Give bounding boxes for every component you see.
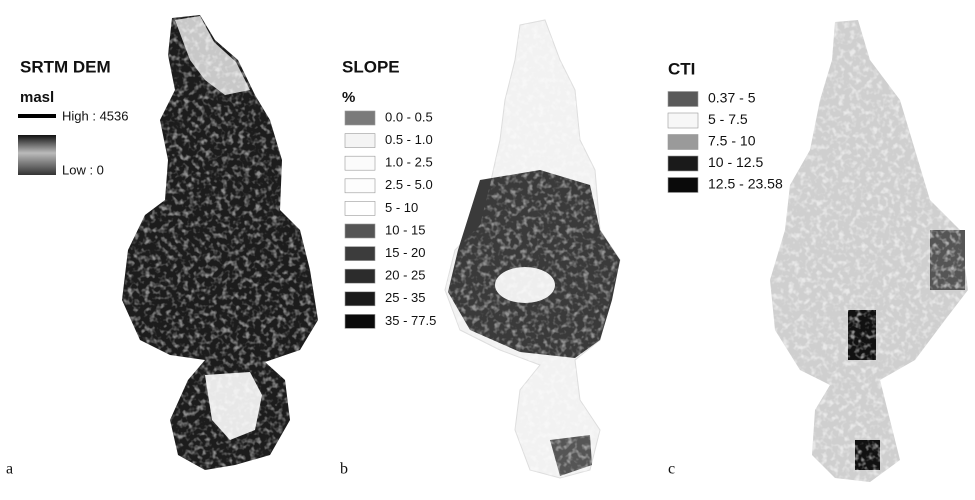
legend-label: 10 - 15 xyxy=(385,222,425,237)
legend-label: 15 - 20 xyxy=(385,245,425,260)
panel-title: SLOPE xyxy=(342,57,400,76)
legend-label: High : 4536 xyxy=(62,108,129,123)
legend-label: 1.0 - 2.5 xyxy=(385,155,433,170)
legend-swatch xyxy=(668,92,698,107)
panel-label: c xyxy=(668,461,675,478)
legend-swatch xyxy=(345,134,375,148)
legend-swatch xyxy=(668,178,698,193)
legend-label: 25 - 35 xyxy=(385,290,425,305)
legend-swatch xyxy=(345,179,375,193)
panel-label: a xyxy=(6,461,13,478)
legend-label: 0.5 - 1.0 xyxy=(385,132,433,147)
legend-label: 2.5 - 5.0 xyxy=(385,177,433,192)
panel-label: b xyxy=(340,461,348,478)
legend-label: 10 - 12.5 xyxy=(708,154,763,170)
panel-title: SRTM DEM xyxy=(20,57,111,76)
legend-label: 0.37 - 5 xyxy=(708,90,756,106)
legend-swatch xyxy=(345,269,375,283)
legend-swatch xyxy=(345,156,375,170)
legend-label: 35 - 77.5 xyxy=(385,313,436,328)
legend-swatch xyxy=(345,111,375,125)
legend-swatch xyxy=(345,201,375,215)
dem-map xyxy=(122,15,318,470)
legend-label: 5 - 10 xyxy=(385,200,418,215)
legend-label: 20 - 25 xyxy=(385,268,425,283)
legend-swatch xyxy=(668,156,698,171)
legend-gradient xyxy=(18,135,56,175)
slope-map xyxy=(445,20,620,478)
legend-label: 0.0 - 0.5 xyxy=(385,109,433,124)
legend-swatch xyxy=(345,314,375,328)
legend-unit: % xyxy=(342,89,355,106)
legend-swatch xyxy=(668,135,698,150)
legend-high-swatch xyxy=(18,114,56,118)
legend-swatch xyxy=(345,292,375,306)
legend-label: 5 - 7.5 xyxy=(708,111,748,127)
figure: SRTM DEM masl High : 4536 Low : 0 a SLOP… xyxy=(0,0,975,495)
legend-label: 7.5 - 10 xyxy=(708,133,756,149)
legend-swatch xyxy=(345,247,375,261)
legend-swatch xyxy=(345,224,375,238)
legend-label: 12.5 - 23.58 xyxy=(708,176,783,192)
panel-title: CTI xyxy=(668,59,695,78)
legend-unit: masl xyxy=(20,89,54,106)
cti-map xyxy=(770,20,968,482)
legend-label: Low : 0 xyxy=(62,162,104,177)
legend-swatch xyxy=(668,113,698,128)
